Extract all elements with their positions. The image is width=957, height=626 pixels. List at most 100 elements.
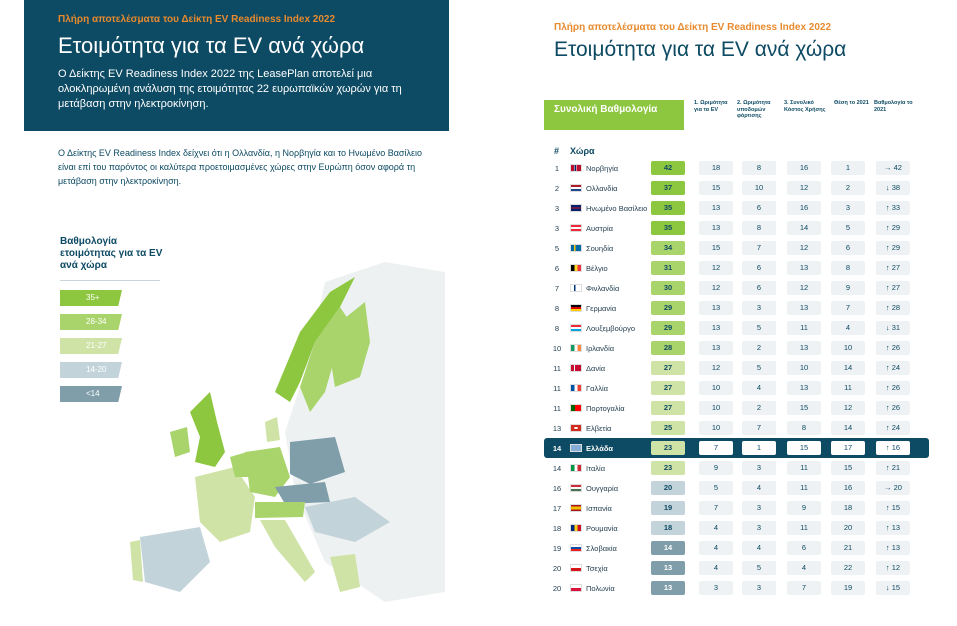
- row-value-b: 4: [742, 481, 776, 495]
- map-finland: [330, 302, 370, 387]
- row-value-c: 14: [787, 221, 821, 235]
- row-value-pos: 15: [831, 461, 865, 475]
- map-poland: [290, 437, 345, 484]
- left-intro: Ο Δείκτης EV Readiness Index 2022 της Le…: [58, 68, 402, 110]
- row-value-prev: ↑ 12: [876, 561, 910, 575]
- table-row: 3 Ηνωμένο Βασίλειο 35 13 6 16 3 ↑ 33: [544, 198, 929, 218]
- table-row: 17 Ισπανία 19 7 3 9 18 ↑ 15: [544, 498, 929, 518]
- row-value-prev: ↓ 31: [876, 321, 910, 335]
- row-rank: 10: [552, 344, 562, 353]
- row-value-prev: ↑ 29: [876, 221, 910, 235]
- flag-icon: [570, 284, 582, 292]
- row-rank: 7: [554, 284, 560, 293]
- row-value-pos: 11: [831, 381, 865, 395]
- row-country: Ελβετία: [586, 424, 612, 433]
- row-value-pos: 21: [831, 541, 865, 555]
- row-value-b: 2: [742, 401, 776, 415]
- row-value-a: 13: [699, 321, 733, 335]
- row-country: Ουγγαρία: [586, 484, 619, 493]
- flag-icon: [570, 544, 582, 552]
- row-value-pos: 2: [831, 181, 865, 195]
- flag-icon: [570, 404, 582, 412]
- row-rank: 2: [554, 184, 560, 193]
- row-rank: 5: [554, 244, 560, 253]
- row-value-c: 13: [787, 381, 821, 395]
- row-country: Αυστρία: [586, 224, 613, 233]
- table-row: 2 Ολλανδία 37 15 10 12 2 ↓ 38: [544, 178, 929, 198]
- row-score: 35: [651, 221, 685, 235]
- row-rank: 3: [554, 224, 560, 233]
- row-country: Ιταλία: [586, 464, 606, 473]
- row-score: 23: [651, 461, 685, 475]
- map-benelux: [230, 452, 250, 477]
- row-value-b: 5: [742, 561, 776, 575]
- row-country: Πορτογαλία: [586, 404, 625, 413]
- row-value-a: 13: [699, 301, 733, 315]
- legend-divider: [60, 280, 160, 281]
- row-value-c: 16: [787, 201, 821, 215]
- row-value-a: 13: [699, 201, 733, 215]
- row-rank: 14: [552, 464, 562, 473]
- row-rank: 11: [553, 404, 561, 413]
- row-rank: 1: [554, 164, 560, 173]
- header-total-score: Συνολική Βαθμολογία: [544, 100, 684, 130]
- row-value-pos: 5: [831, 221, 865, 235]
- row-rank: 20: [552, 564, 562, 573]
- flag-icon: [570, 424, 582, 432]
- row-value-prev: ↑ 27: [876, 261, 910, 275]
- row-value-a: 12: [699, 261, 733, 275]
- row-score: 20: [651, 481, 685, 495]
- row-rank: 18: [552, 524, 562, 533]
- row-value-c: 13: [787, 261, 821, 275]
- row-value-a: 15: [699, 181, 733, 195]
- row-score: 27: [651, 401, 685, 415]
- row-value-a: 4: [699, 541, 733, 555]
- row-value-b: 4: [742, 541, 776, 555]
- right-kicker: Πλήρη αποτελέσματα του Δείκτη EV Readine…: [554, 22, 832, 33]
- row-rank: 20: [552, 584, 562, 593]
- row-value-a: 4: [699, 561, 733, 575]
- row-value-b: 3: [742, 301, 776, 315]
- map-portugal: [130, 540, 143, 582]
- flag-icon: [570, 264, 582, 272]
- map-italy: [260, 520, 315, 582]
- row-score: 35: [651, 201, 685, 215]
- row-value-a: 15: [699, 241, 733, 255]
- row-country: Ηνωμένο Βασίλειο: [586, 204, 648, 213]
- left-kicker: Πλήρη αποτελέσματα του Δείκτη EV Readine…: [58, 14, 336, 25]
- row-value-pos: 22: [831, 561, 865, 575]
- row-value-b: 1: [742, 441, 776, 455]
- flag-icon: [570, 304, 582, 312]
- table-row: 7 Φινλανδία 30 12 6 12 9 ↑ 27: [544, 278, 929, 298]
- hash-label: #: [554, 146, 560, 156]
- row-country: Ισπανία: [586, 504, 612, 513]
- row-score: 14: [651, 541, 685, 555]
- flag-icon: [570, 164, 582, 172]
- left-header-panel: Πλήρη αποτελέσματα του Δείκτη EV Readine…: [24, 0, 449, 131]
- row-value-pos: 9: [831, 281, 865, 295]
- flag-icon: [570, 224, 582, 232]
- row-country: Ελλάδα: [586, 444, 614, 453]
- header-score-2021: Βαθμολογία το 2021: [874, 100, 913, 113]
- row-value-pos: 18: [831, 501, 865, 515]
- header-charging-maturity: 2. Ωριμότητα υποδομών φόρτισης: [737, 100, 771, 119]
- row-value-prev: ↑ 33: [876, 201, 910, 215]
- row-value-c: 15: [787, 401, 821, 415]
- header-ev-maturity: 1. Ωριμότητα για τα EV: [694, 100, 728, 113]
- row-value-prev: ↑ 24: [876, 421, 910, 435]
- row-score: 37: [651, 181, 685, 195]
- row-country: Ιρλανδία: [586, 344, 615, 353]
- row-value-c: 12: [787, 281, 821, 295]
- row-score: 31: [651, 261, 685, 275]
- row-value-pos: 14: [831, 421, 865, 435]
- row-value-prev: ↑ 24: [876, 361, 910, 375]
- flag-icon: [570, 484, 582, 492]
- row-value-pos: 8: [831, 261, 865, 275]
- row-value-a: 10: [699, 401, 733, 415]
- flag-icon: [570, 344, 582, 352]
- row-value-a: 10: [699, 381, 733, 395]
- map-ireland: [170, 427, 190, 457]
- row-value-prev: ↑ 26: [876, 401, 910, 415]
- row-value-c: 16: [787, 161, 821, 175]
- row-value-c: 11: [787, 461, 821, 475]
